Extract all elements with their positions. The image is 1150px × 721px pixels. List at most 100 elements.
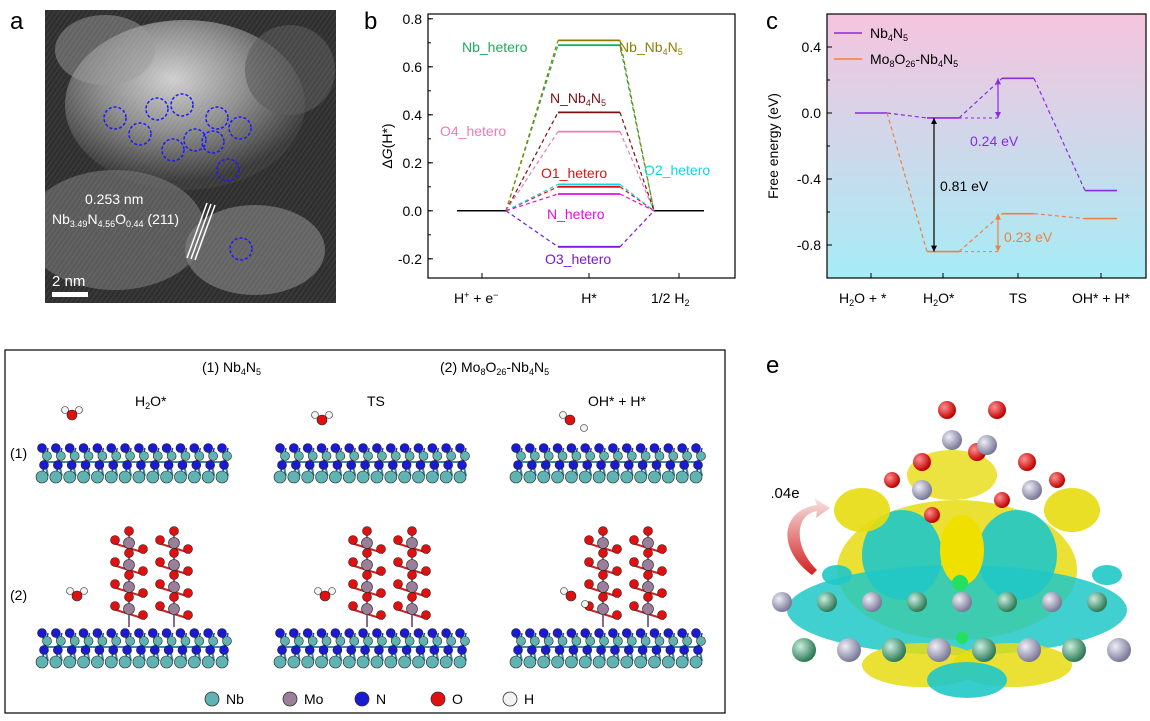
connector-left [505,112,559,212]
n-atom [679,645,689,655]
slab-atom [927,638,951,662]
scale-bar [52,292,88,297]
n-atom [385,628,396,638]
panel-c-chart: 0.4 0.0 -0.4 -0.8 Free energy (eV) H2O + * H2O… [765,13,1147,308]
nb-atom [439,655,453,669]
connector-left [505,131,559,212]
charge-transfer-arrow [787,498,830,575]
o-atom [913,453,931,471]
connector-left [505,210,559,248]
x-tick-label-3: TS [1009,290,1027,306]
h-atom [66,587,74,595]
o-atom [348,535,358,545]
y-tick-label: -0.2 [398,251,422,267]
n-atom [513,460,523,470]
n-atom [136,645,146,655]
legend-item-n: N [354,691,386,707]
n-atom [594,628,604,638]
n-atom [161,628,172,638]
series-n_nb4n5 [505,111,655,212]
nb-atom [432,636,443,646]
o-atom [598,570,608,580]
connector [1033,213,1086,220]
n-atom [277,645,287,655]
n-atom [316,628,327,638]
slab-atom [1042,592,1062,612]
n-atom [552,628,563,638]
legend-label-hetero: Mo8O26-Nb4N5 [870,51,958,69]
nb-atom [377,636,387,646]
n-atom [566,628,577,638]
n-atom [623,645,634,655]
row-label-2: (2) [10,587,27,603]
nb-atom [363,636,373,646]
n-atom [318,645,329,655]
nb-atom [453,655,467,669]
nb-atom [426,470,439,484]
connector-left [505,40,559,211]
nb-atom [640,451,651,461]
nb-atom [516,636,526,646]
nb-atom [104,470,118,484]
mo-atom [168,581,180,593]
n-atom [525,443,535,453]
n-atom [134,443,144,453]
n-atom [39,645,49,655]
x-tick-label-1: H+ + e− [454,290,498,306]
y-tick-label: 0.8 [403,11,423,27]
y-tick-label: 0.4 [802,39,822,55]
n-atom [177,460,188,470]
n-atom [330,628,341,638]
o-atom [155,601,165,611]
n-atom [401,460,412,470]
nb-atom [613,636,623,646]
nb-atom [280,636,290,646]
barrier-arrow-hetero [995,213,1001,252]
nb-atom [557,636,568,646]
o-atom [376,610,386,620]
n-atom [372,443,382,453]
o-atom [316,414,328,426]
nb-atom [668,451,679,461]
nb-atom [599,636,609,646]
o-atom [421,566,431,576]
n-atom [540,460,551,470]
mo-atom [942,430,962,450]
nb-atom [634,655,647,669]
nb-atom [585,451,596,461]
n-atom [147,443,158,453]
n-atom [374,460,384,470]
n-atom [189,443,200,453]
connector-right [619,193,655,212]
n-atom [291,645,301,655]
nb-atom [551,655,564,669]
o-atom [584,535,594,545]
n-atom [106,628,117,638]
o-atom [183,544,193,554]
n-atom [441,443,451,453]
nb-atom [315,470,328,484]
nb-atom [654,636,665,646]
n-atom [203,628,213,638]
nb-atom [648,470,661,484]
mo-atom [123,603,135,615]
n-atom [623,460,634,470]
n-atom [663,443,674,453]
n-atom [372,628,382,638]
n-atom [610,645,620,655]
o-atom [169,570,179,580]
o-atom [155,557,165,567]
n-atom [149,645,160,655]
o-atom [124,526,134,536]
o-atom [183,566,193,576]
nb-atom [152,451,163,461]
n-atom [621,443,632,453]
nb-atom [689,470,703,484]
nb-atom [557,451,568,461]
plot-frame [427,13,736,279]
nb-atom [166,636,177,646]
nb-atom [689,655,703,669]
n-atom [401,645,412,655]
o-atom [155,535,165,545]
o-atom [643,592,653,602]
